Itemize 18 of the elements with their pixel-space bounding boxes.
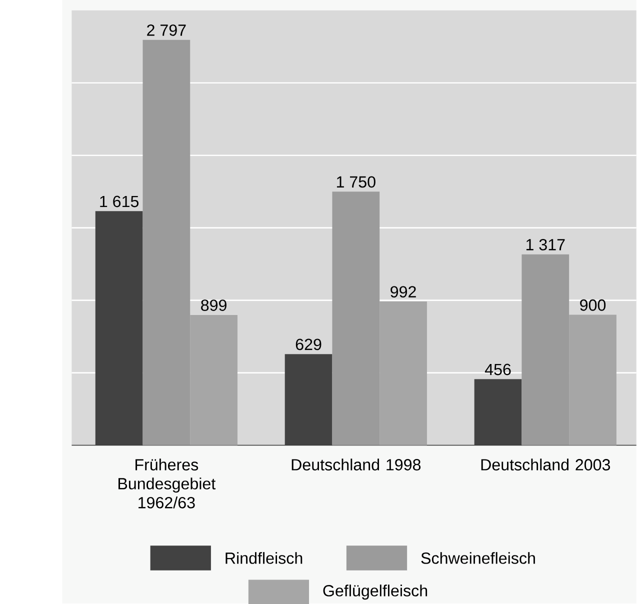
- legend-label: Rindfleisch: [226, 552, 302, 564]
- x-tick-label: Früheres Bundesgebiet 1962/63: [118, 458, 216, 508]
- legend-label: Geflügelfleisch: [323, 584, 428, 600]
- data-label: 899: [201, 299, 226, 311]
- data-label: 456: [484, 364, 511, 375]
- data-label: 1 750: [336, 176, 376, 188]
- legend-label: Schweinefleisch: [421, 552, 535, 564]
- x-tick-label: Deutschland 1998: [292, 458, 421, 470]
- data-label: 1 317: [526, 238, 565, 250]
- data-label: 629: [296, 338, 322, 350]
- data-label: 900: [580, 299, 606, 311]
- bar: [95, 210, 143, 446]
- x-tick-label: Deutschland 2003: [481, 458, 610, 470]
- data-label: 1 615: [100, 196, 139, 207]
- data-label: 992: [390, 286, 416, 298]
- bar: [474, 378, 522, 446]
- bar: [284, 354, 332, 446]
- data-label: 2 797: [147, 24, 186, 36]
